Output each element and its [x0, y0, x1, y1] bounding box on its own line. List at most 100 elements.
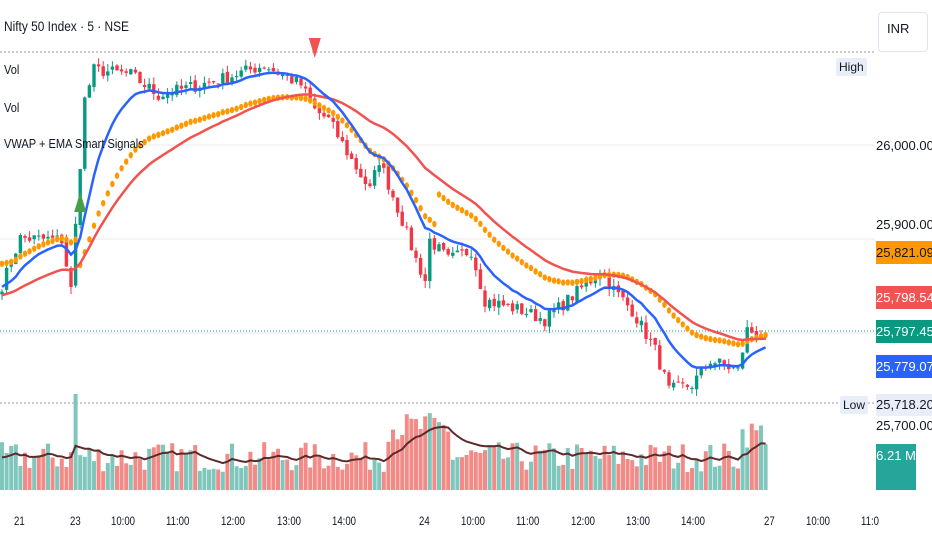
- vwap-dot: [165, 128, 170, 135]
- volume-bar: [73, 394, 78, 490]
- candle-body: [184, 85, 188, 88]
- indicator-vol-2[interactable]: Vol: [4, 100, 20, 115]
- volume-bar: [749, 423, 754, 490]
- vwap-dot: [565, 279, 570, 286]
- candle-body: [303, 86, 308, 89]
- candle-body: [437, 244, 441, 252]
- candle-body: [400, 211, 404, 226]
- vwap-dot: [731, 340, 736, 347]
- high-label: High: [836, 58, 867, 76]
- candle-body: [533, 309, 538, 322]
- vwap-dot: [298, 94, 304, 102]
- candle-body: [179, 85, 184, 89]
- vwap-dot: [703, 334, 708, 342]
- vwap-dot: [584, 276, 589, 284]
- candle-body: [345, 139, 349, 156]
- volume-bar: [602, 445, 607, 490]
- vwap-dot: [735, 341, 741, 348]
- indicator-vwap-ema[interactable]: VWAP + EMA Smart Signals: [4, 136, 144, 151]
- volume-bar: [322, 468, 326, 490]
- candle-body: [584, 281, 588, 287]
- volume-bar: [234, 466, 239, 490]
- vwap-dot: [763, 331, 768, 339]
- buy-signal-icon: [74, 192, 87, 212]
- volume-bar: [230, 443, 234, 490]
- volume-bar: [161, 444, 165, 490]
- volume-bar: [740, 429, 745, 490]
- candle-body: [326, 114, 331, 118]
- volume-bar: [377, 462, 382, 490]
- volume-bar: [588, 450, 593, 490]
- candle-body: [69, 268, 73, 288]
- vwap-dot: [413, 196, 419, 204]
- volume-bar: [708, 445, 713, 490]
- volume-bar: [616, 463, 621, 490]
- vwap-dot: [423, 212, 428, 220]
- vwap-dot: [689, 329, 695, 336]
- currency-button[interactable]: INR: [878, 12, 928, 52]
- candle-body: [391, 190, 395, 198]
- vwap-dot: [722, 338, 727, 345]
- volume-bar: [257, 458, 262, 490]
- volume-tag: 6.21 M: [876, 444, 916, 490]
- candle-body: [170, 94, 174, 96]
- vwap-dot: [174, 124, 179, 131]
- candle-body: [639, 320, 644, 326]
- volume-bar: [446, 431, 451, 490]
- volume-bar: [680, 444, 685, 490]
- volume-bar: [179, 449, 184, 490]
- candle-body: [538, 318, 542, 321]
- volume-bar: [510, 443, 515, 490]
- candle-body: [464, 248, 469, 256]
- candle-body: [18, 235, 23, 254]
- volume-bar: [473, 452, 478, 490]
- vwap-dot: [712, 336, 718, 344]
- candle-body: [96, 64, 101, 67]
- time-tick: 10:00: [805, 514, 830, 528]
- volume-bar: [289, 470, 294, 490]
- volume-bar: [529, 461, 533, 490]
- candle-body: [290, 76, 294, 84]
- volume-bar: [280, 460, 285, 490]
- volume-bar: [381, 471, 386, 490]
- candle-body: [129, 69, 133, 75]
- candle-body: [446, 249, 450, 255]
- volume-bar: [400, 434, 405, 490]
- vwap-dot: [133, 146, 138, 153]
- candle-body: [662, 369, 667, 372]
- volume-bar: [552, 448, 556, 490]
- candle-body: [359, 168, 363, 178]
- candle-body: [690, 388, 694, 390]
- volume-bar: [138, 459, 142, 490]
- candle-body: [368, 183, 372, 187]
- volume-bar: [561, 464, 566, 490]
- volume-bar: [372, 459, 377, 490]
- volume-bar: [565, 448, 570, 490]
- vwap-dot: [128, 152, 133, 159]
- vwap-dot: [197, 116, 202, 123]
- volume-bar: [722, 443, 727, 490]
- volume-bar: [253, 464, 257, 490]
- low-label: Low: [840, 396, 869, 414]
- time-tick: 14:00: [681, 514, 706, 528]
- volume-bar: [211, 468, 216, 490]
- volume-bar: [630, 460, 635, 490]
- vwap-dot: [188, 118, 193, 126]
- vwap-dot: [9, 258, 14, 266]
- candle-body: [73, 223, 78, 286]
- volume-bar: [653, 447, 658, 490]
- vwap-dot: [699, 333, 704, 340]
- volume-bar: [395, 439, 400, 490]
- vwap-dot: [418, 205, 423, 212]
- candle-body: [377, 165, 381, 172]
- vwap-dot: [206, 113, 212, 120]
- volume-bar: [386, 441, 391, 490]
- candle-body: [340, 137, 345, 142]
- vwap-dot: [542, 274, 547, 281]
- candle-body: [267, 69, 271, 71]
- candle-body: [221, 73, 225, 84]
- candle-body: [349, 153, 354, 159]
- vwap-dot: [574, 278, 580, 286]
- indicator-vol-1[interactable]: Vol: [4, 62, 20, 77]
